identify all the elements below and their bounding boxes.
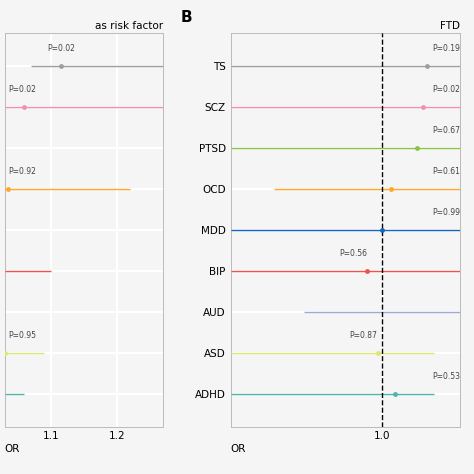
Text: P=0.99: P=0.99	[432, 208, 460, 217]
Text: P=0.02: P=0.02	[432, 85, 460, 94]
Text: P=0.56: P=0.56	[339, 249, 367, 258]
X-axis label: OR: OR	[5, 444, 20, 454]
Text: P=0.87: P=0.87	[350, 331, 378, 340]
Text: P=0.02: P=0.02	[8, 85, 36, 94]
Text: P=0.19: P=0.19	[432, 44, 460, 53]
Text: B: B	[180, 9, 192, 25]
X-axis label: OR: OR	[230, 444, 246, 454]
Text: P=0.67: P=0.67	[432, 126, 460, 135]
Text: P=0.02: P=0.02	[47, 44, 75, 53]
Text: P=0.92: P=0.92	[8, 167, 36, 176]
Text: P=0.61: P=0.61	[432, 167, 460, 176]
Text: as risk factor: as risk factor	[95, 21, 163, 31]
Text: P=0.95: P=0.95	[8, 331, 36, 340]
Text: FTD: FTD	[440, 21, 460, 31]
Text: P=0.53: P=0.53	[432, 372, 460, 381]
